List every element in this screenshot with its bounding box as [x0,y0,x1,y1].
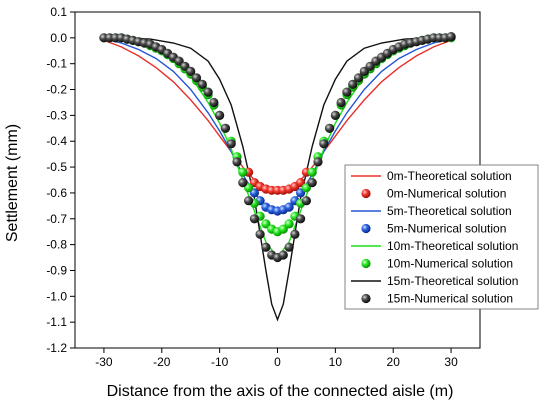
plot-area [99,31,456,322]
y-tick-label: 0.0 [50,31,67,45]
y-tick-label: -0.8 [46,238,67,252]
x-tick-label: -10 [211,355,229,369]
series-point [301,196,311,206]
legend-entry-label: 15m-Numerical solution [387,292,513,306]
series-point [186,66,196,76]
series-point [226,139,236,149]
series-point [244,196,254,206]
series-point [197,79,207,89]
series-point [191,73,202,83]
legend-entry-label: 0m-Numerical solution [387,187,506,201]
series-point [307,178,317,188]
y-tick-label: -0.7 [46,212,67,226]
series-point [296,214,306,224]
series-point [446,31,456,42]
legend-entry-label: 5m-Numerical solution [387,222,506,236]
series-point [238,167,248,177]
legend-entry-label: 10m-Numerical solution [387,257,513,271]
series-point [284,219,294,229]
legend-entry-label: 10m-Theoretical solution [387,239,518,253]
series-point [307,167,317,177]
legend-entry-label: 0m-Theoretical solution [387,169,512,183]
series-point [290,229,300,239]
y-tick-label: -0.2 [46,83,67,97]
legend-box [344,164,539,310]
series-point [330,110,340,120]
y-tick-label: -0.4 [46,134,67,148]
series-point [319,139,329,149]
series-point [220,123,230,133]
series-point [348,79,358,89]
series-point [342,87,352,97]
y-tick-label: -0.1 [46,57,67,71]
series-point [215,110,225,120]
y-tick-label: -0.5 [46,160,67,174]
series-point [336,97,346,108]
series-line [103,37,452,322]
legend-entry-label: 5m-Theoretical solution [387,204,512,218]
y-tick-label: -1.2 [46,341,67,355]
y-tick-label: -0.9 [46,263,67,277]
y-tick-label: -1.0 [46,289,67,303]
series-point [353,73,364,83]
series-point [284,242,294,252]
legend-marker-swatch [361,293,371,304]
legend-entry-label: 15m-Theoretical solution [387,274,518,288]
series-point [203,87,213,97]
y-tick-label: 0.1 [50,5,67,19]
y-axis-title: Settlement (mm) [4,124,21,242]
axes: -30 -20 -10 0 10 20 30 0.1 0.0 -0.1 -0.2 -0.3 -0.4 -0… [46,5,481,369]
series-point [209,97,219,108]
series-point [278,250,288,260]
legend-marker-swatch [361,223,371,234]
series-point [238,178,248,188]
legend-marker-swatch [361,258,371,269]
y-tick-label: -0.6 [46,186,67,200]
series-point [261,242,271,252]
legend: 0m-Theoretical solution 0m-Numerical solu… [344,164,539,310]
series-point [325,123,335,133]
series-point [284,202,294,212]
y-tick-label: -0.3 [46,108,67,122]
x-axis-title: Distance from the axis of the connected … [107,383,454,400]
series-point [313,157,323,167]
legend-marker-swatch [361,188,371,199]
x-tick-label: 20 [387,355,401,369]
x-tick-label: -20 [153,355,171,369]
x-tick-label: 0 [274,355,281,369]
x-tick-label: 10 [329,355,343,369]
x-tick-label: -30 [95,355,113,369]
x-tick-label: 30 [444,355,458,369]
series-point [255,229,265,239]
series-point [232,157,242,167]
y-tick-label: -1.1 [46,315,67,329]
series-point [249,214,259,224]
